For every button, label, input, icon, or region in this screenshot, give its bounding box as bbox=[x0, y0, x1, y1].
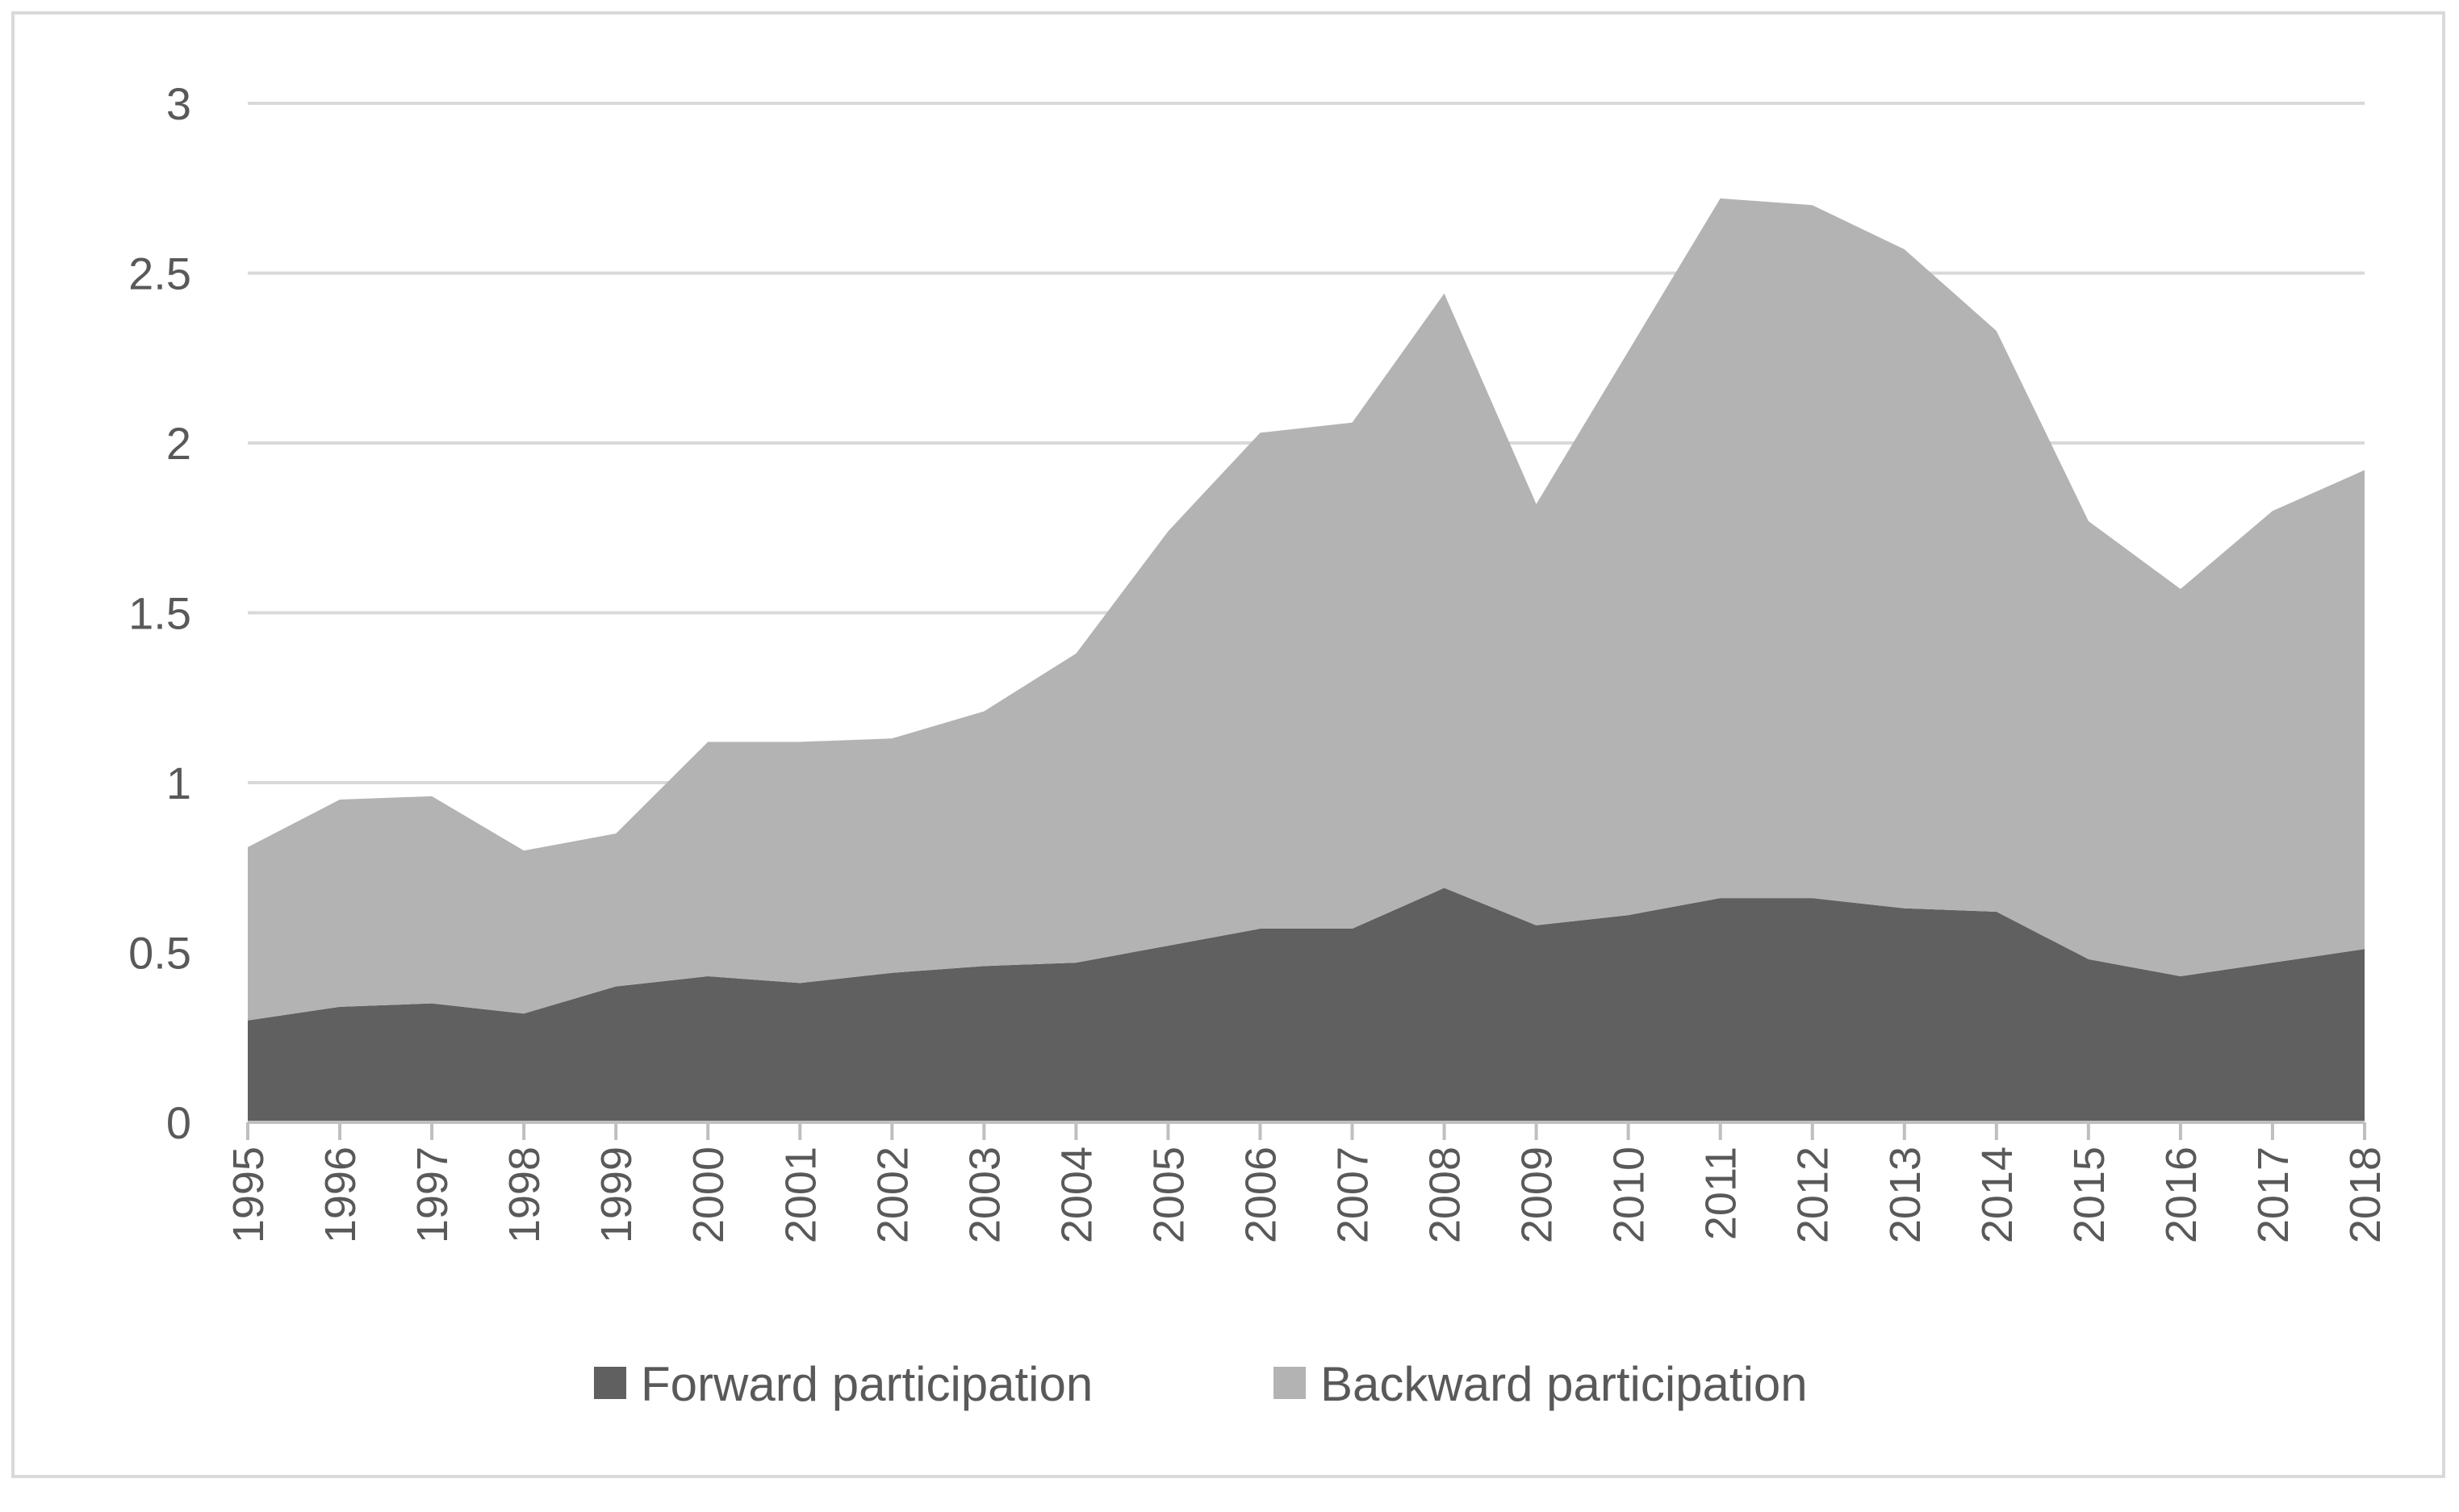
y-tick-label: 0 bbox=[166, 1097, 191, 1148]
legend-label: Backward participation bbox=[1320, 1357, 1808, 1411]
x-tick-label: 2008 bbox=[1421, 1147, 1470, 1243]
x-tick-label: 2006 bbox=[1236, 1147, 1285, 1243]
x-tick-label: 1995 bbox=[224, 1147, 273, 1243]
area-backward-participation bbox=[248, 198, 2365, 1021]
y-tick-label: 1 bbox=[166, 758, 191, 808]
legend-swatch bbox=[1273, 1367, 1306, 1399]
x-tick-label: 2014 bbox=[1973, 1147, 2022, 1243]
x-tick-label: 2013 bbox=[1881, 1147, 1930, 1243]
y-tick-label: 2 bbox=[166, 418, 191, 469]
area-forward-participation bbox=[248, 888, 2365, 1122]
x-tick-label: 2003 bbox=[960, 1147, 1009, 1243]
x-tick-label: 2018 bbox=[2341, 1147, 2390, 1243]
legend: Forward participation Backward participat… bbox=[594, 1357, 1808, 1411]
x-tick-label: 2005 bbox=[1144, 1147, 1193, 1243]
y-tick-label: 0.5 bbox=[128, 928, 191, 979]
x-tick-label: 2007 bbox=[1329, 1147, 1378, 1243]
x-tick-label: 1999 bbox=[592, 1147, 641, 1243]
y-tick-label: 1.5 bbox=[128, 588, 191, 639]
x-tick-label: 2001 bbox=[776, 1147, 825, 1243]
x-tick-label: 2017 bbox=[2249, 1147, 2298, 1243]
y-tick-label: 3 bbox=[166, 78, 191, 129]
x-tick-label: 1998 bbox=[500, 1147, 549, 1243]
x-tick-label: 2010 bbox=[1605, 1147, 1654, 1243]
x-tick-label: 1996 bbox=[316, 1147, 365, 1243]
x-tick-label: 2000 bbox=[684, 1147, 733, 1243]
x-tick-label: 2015 bbox=[2065, 1147, 2114, 1243]
x-tick-label: 2009 bbox=[1513, 1147, 1562, 1243]
legend-swatch bbox=[594, 1367, 626, 1399]
x-tick-label: 1997 bbox=[408, 1147, 457, 1243]
x-tick-label: 2002 bbox=[868, 1147, 917, 1243]
y-tick-label: 2.5 bbox=[128, 249, 191, 299]
x-tick-label: 2016 bbox=[2157, 1147, 2206, 1243]
x-tick-label: 2012 bbox=[1789, 1147, 1838, 1243]
x-tick-label: 2011 bbox=[1697, 1147, 1746, 1240]
x-tick-label: 2004 bbox=[1052, 1147, 1101, 1243]
legend-label: Forward participation bbox=[641, 1357, 1093, 1411]
